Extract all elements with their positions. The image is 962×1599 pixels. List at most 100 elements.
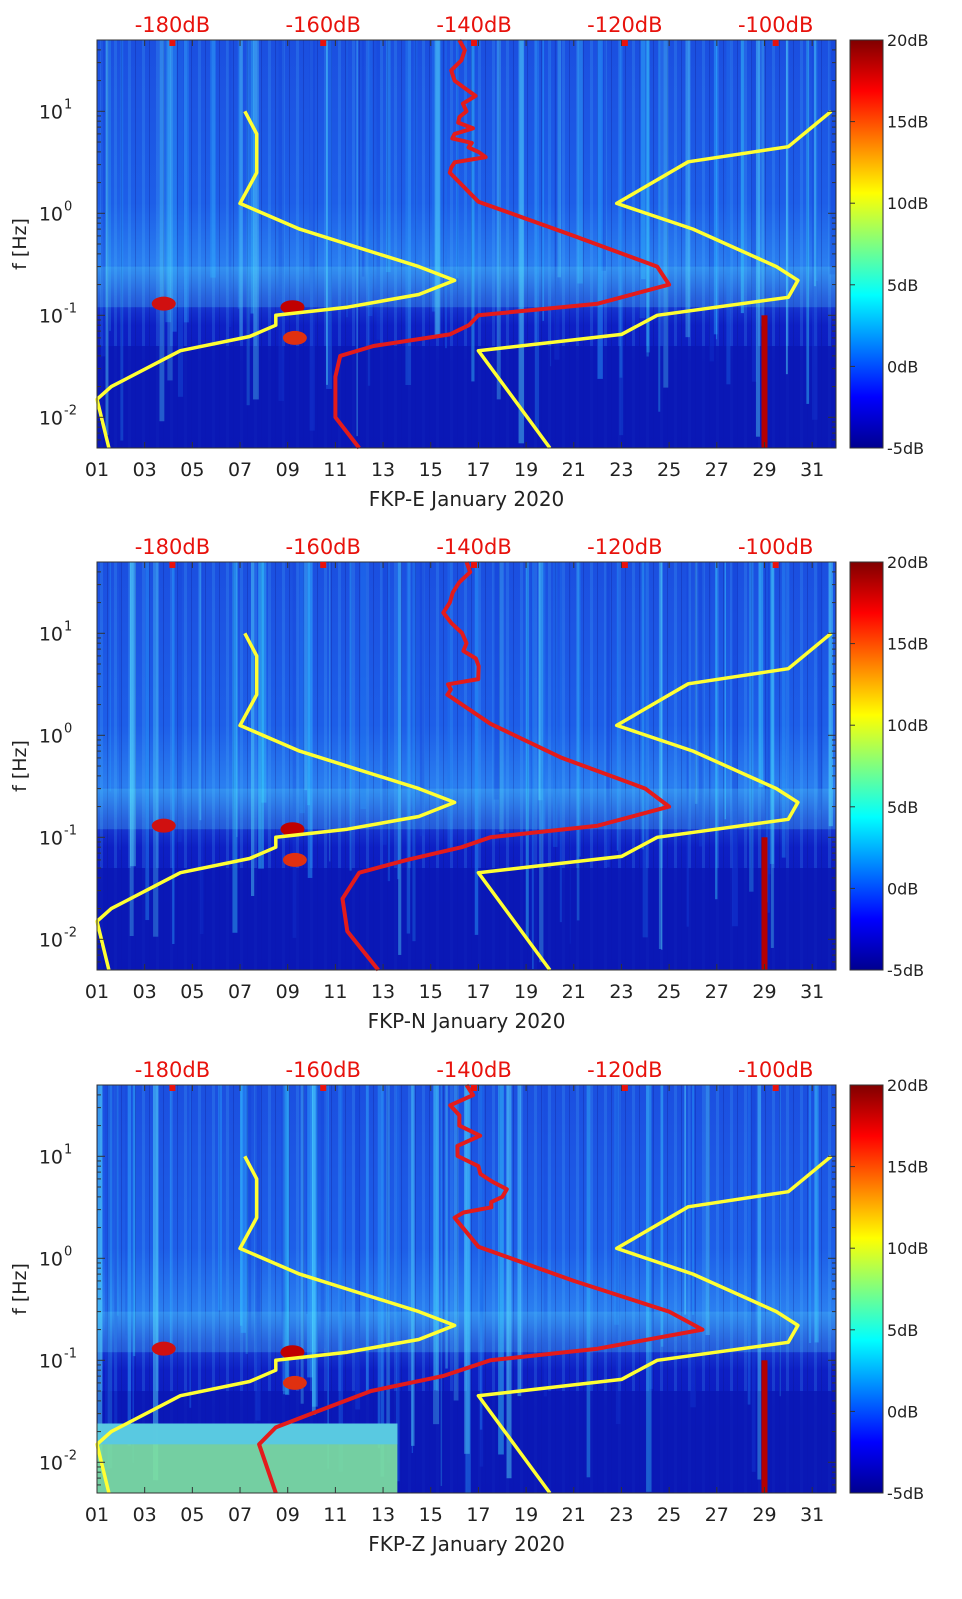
colorbar-tick-label: -5dB xyxy=(887,1484,924,1503)
spectrogram-streak xyxy=(806,40,810,404)
spectrogram-streak xyxy=(127,1085,132,1446)
colorbar xyxy=(849,1084,884,1494)
spectrogram-streak xyxy=(550,40,552,367)
x-tick-label: 27 xyxy=(705,981,729,1003)
spectrogram-streak xyxy=(646,40,650,353)
spectrogram-streak xyxy=(119,562,121,850)
colorbar-tick-label: 5dB xyxy=(887,276,918,295)
x-tick-label: 11 xyxy=(323,1504,347,1526)
spectrogram-streak xyxy=(361,40,365,277)
x-tick-label: 05 xyxy=(180,459,204,481)
spectrogram-streak xyxy=(445,40,447,349)
hot-spot xyxy=(280,1345,305,1360)
spectrogram-streak xyxy=(731,562,738,927)
top-axis-label: -180dB xyxy=(135,13,210,37)
spectrogram-streak xyxy=(239,40,243,340)
spectrogram-streak xyxy=(433,1085,440,1425)
top-axis-label: -180dB xyxy=(135,535,210,559)
nhnm-curve xyxy=(476,109,833,450)
spectrogram-streak xyxy=(661,562,663,950)
x-tick-label: 01 xyxy=(85,459,109,481)
spectrogram-streak xyxy=(751,40,757,382)
spectrogram-streak xyxy=(380,1085,385,1477)
spectrogram-streak xyxy=(346,40,348,318)
spectrogram-streak xyxy=(326,40,328,385)
spectrogram-streak xyxy=(641,40,646,280)
spectrogram-streak xyxy=(538,562,543,801)
top-axis-tick xyxy=(169,40,176,46)
spectrogram-streak xyxy=(757,1085,762,1480)
colorbar-tick-label: 10dB xyxy=(887,1239,929,1258)
y-tick-label-exp: -2 xyxy=(64,925,77,940)
spectrogram-streak xyxy=(169,1085,172,1353)
top-axis-label: -120dB xyxy=(587,1058,662,1082)
spectrogram-streak xyxy=(692,1085,695,1315)
spectrogram-streak xyxy=(434,40,441,336)
spectrogram-streak xyxy=(713,40,718,335)
spectrogram-streak xyxy=(642,562,648,938)
y-tick-label-base: 10 xyxy=(39,1146,63,1168)
spectrogram-streak xyxy=(539,562,544,963)
y-tick-label-base: 10 xyxy=(39,1248,63,1270)
x-tick-label: 17 xyxy=(466,1504,490,1526)
x-tick-label: 15 xyxy=(419,981,443,1003)
x-tick-label: 21 xyxy=(562,1504,586,1526)
spectrogram-streak xyxy=(285,1085,290,1396)
x-tick-label: 19 xyxy=(514,981,538,1003)
x-tick-label: 09 xyxy=(276,1504,300,1526)
top-axis-label: -100dB xyxy=(738,535,813,559)
microseism-band xyxy=(97,266,836,308)
spectrogram-streak xyxy=(355,1085,361,1410)
spectrogram-streak xyxy=(726,40,731,385)
colorbar xyxy=(849,39,884,449)
spectrogram-streak xyxy=(236,562,238,837)
spectrogram-streak xyxy=(327,1085,329,1469)
y-tick-label-exp: 1 xyxy=(64,1142,72,1157)
spectrogram-streak xyxy=(649,1085,654,1389)
colorbar-tick-label: 15dB xyxy=(887,635,929,654)
x-tick-label: 23 xyxy=(609,981,633,1003)
spectrogram-streak xyxy=(431,40,436,312)
spectrogram-streak xyxy=(663,40,669,388)
spectrogram-streak xyxy=(114,1085,118,1438)
top-axis-label: -180dB xyxy=(135,1058,210,1082)
spectrogram-streak xyxy=(766,562,769,903)
spectrogram-streak xyxy=(658,40,661,412)
low-frequency-band xyxy=(97,868,836,970)
spectrogram-streak xyxy=(282,1085,289,1395)
spectrogram-streak xyxy=(365,1085,369,1394)
spectrogram-streak xyxy=(740,40,744,314)
y-axis-label: f [Hz] xyxy=(9,218,31,270)
colorbar-tick-label: 5dB xyxy=(887,798,918,817)
spectrogram-streak xyxy=(525,562,529,938)
spectrogram-streak xyxy=(387,562,391,882)
y-tick-label-base: 10 xyxy=(39,623,63,645)
spectrogram-streak xyxy=(614,1085,620,1325)
spectrogram-streak xyxy=(382,562,387,845)
spectrogram-streak xyxy=(453,1085,459,1401)
hot-spot xyxy=(282,330,307,345)
spectrogram-streak xyxy=(228,40,232,328)
x-tick-label: 25 xyxy=(657,1504,681,1526)
spectrogram-streak xyxy=(749,562,754,892)
spectrogram-streak xyxy=(814,1085,819,1343)
spectrogram-streak xyxy=(397,562,400,880)
spectrogram-streak xyxy=(250,40,254,314)
spectrogram-streak xyxy=(646,40,649,357)
x-tick-label: 01 xyxy=(85,981,109,1003)
spectrogram-streak xyxy=(445,1085,448,1369)
spectrogram-streak xyxy=(129,562,136,867)
spectrogram-streak xyxy=(715,562,718,900)
spectrogram-streak xyxy=(517,1085,522,1397)
x-tick-label: 11 xyxy=(323,459,347,481)
spectrogram-streak xyxy=(768,562,771,875)
top-axis-label: -120dB xyxy=(587,535,662,559)
colorbar xyxy=(849,561,884,971)
spectrogram-streak xyxy=(413,40,418,271)
x-tick-label: 25 xyxy=(657,981,681,1003)
spectrogram-streak xyxy=(764,562,770,913)
spectrogram-streak xyxy=(540,562,546,834)
spectrogram-streak xyxy=(109,40,111,331)
top-axis-label: -160dB xyxy=(286,13,361,37)
